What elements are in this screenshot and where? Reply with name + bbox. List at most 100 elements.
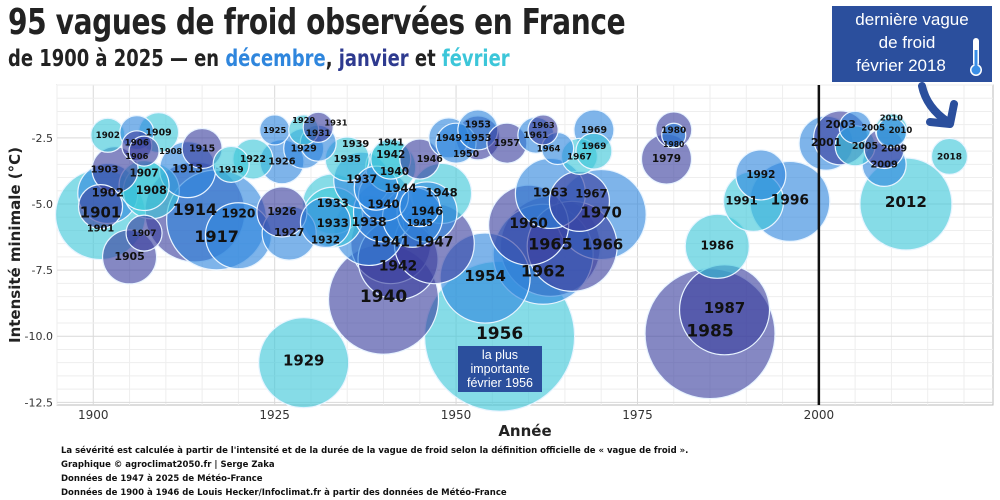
bubble-label: 1945 [407, 218, 433, 229]
annotation-line: février 2018 [856, 56, 946, 75]
annotation-latest: dernière vague de froid février 2018 [832, 6, 992, 82]
bubble-label: 1950 [453, 149, 480, 160]
bubble-label: 1944 [384, 181, 416, 195]
bubble-1901 [77, 184, 124, 230]
bubble-label: 1927 [274, 226, 304, 239]
thermometer-icon [970, 38, 982, 76]
bubble-1932 [299, 196, 352, 249]
bubble-label: 1969 [581, 142, 606, 152]
bubble-label: 1956 [476, 324, 523, 344]
bubble-label: 1954 [464, 267, 505, 285]
bubble-1908 [128, 135, 160, 167]
bubble-label: 2009 [881, 143, 907, 154]
bubble-label: 1940 [367, 197, 399, 211]
bubble-label: 1920 [221, 207, 255, 221]
bubble-label: 1949 [436, 133, 462, 144]
bubble-label: 2010 [880, 113, 903, 123]
bubble-1946 [399, 138, 441, 180]
bubble-1992 [735, 149, 787, 201]
bubble-label: 1906 [125, 139, 149, 149]
bubble-label: 1980 [661, 126, 686, 136]
bubble-label: 1906 [125, 151, 148, 161]
bubble-label: 1940 [380, 166, 409, 178]
y-tick-label: -12.5 [25, 396, 53, 409]
bubble-label: 1967 [575, 186, 607, 200]
bubble-1980 [661, 122, 687, 148]
annotation-line: de froid [878, 33, 936, 52]
bubble-label: 1909 [146, 128, 172, 139]
bubble-label: 1931 [324, 117, 347, 127]
bubble-label: 2005 [852, 141, 878, 152]
chart-subtitle: de 1900 à 2025 — en décembre, janvier et… [8, 46, 510, 72]
bubble-label: 1946 [411, 204, 443, 218]
bubble-label: 1929 [291, 143, 317, 154]
bubble-label: 1946 [417, 154, 444, 165]
bubble-label: 1960 [509, 216, 547, 232]
x-tick-label: 1900 [78, 408, 109, 422]
bubble-label: 1919 [219, 165, 244, 175]
bubble-label: 1966 [582, 235, 623, 253]
subtitle-and: et [408, 46, 442, 72]
bubble-label: 1925 [263, 125, 286, 135]
y-tick-label: -10.0 [25, 330, 53, 343]
bubble-label: 1941 [378, 138, 404, 149]
annotation-line: la plus [481, 348, 519, 362]
bubble-label: 1914 [173, 200, 218, 219]
annotation-line: février 1956 [466, 376, 533, 390]
y-tick-label: -2.5 [32, 132, 53, 145]
y-tick-label: -7.5 [32, 264, 53, 277]
bubble-1929 [258, 317, 350, 409]
bubble-label: 1926 [267, 206, 296, 218]
bubble-label: 1979 [652, 153, 681, 165]
bubble-label: 1941 [372, 235, 410, 251]
bubble-label: 1963 [533, 184, 568, 199]
bubble-label: 1964 [537, 144, 561, 154]
bubble-label: 1902 [96, 131, 120, 141]
bubble-label: 1985 [686, 322, 733, 342]
legend-fevrier: février [441, 46, 510, 72]
bubble-label: 1917 [194, 227, 239, 246]
x-tick-label: 1950 [441, 408, 472, 422]
bubble-label: 1961 [523, 131, 548, 141]
bubble-label: 1991 [725, 193, 757, 207]
note-severity: La sévérité est calculée à partir de l'i… [61, 446, 689, 456]
x-tick-label: 1925 [259, 408, 290, 422]
bubble-label: 2001 [811, 136, 841, 149]
bubble-label: 1942 [379, 259, 417, 275]
bubble-2010 [875, 117, 908, 149]
bubble-1986 [684, 213, 750, 279]
y-axis-label: Intensité minimale (°C) [6, 147, 24, 343]
bubble-label: 2018 [937, 152, 962, 162]
x-tick-label: 2000 [804, 408, 835, 422]
bubble-label: 1931 [306, 129, 331, 139]
bubble-label: 1963 [532, 120, 555, 130]
bubble-2005 [838, 110, 872, 144]
bubble-label: 1987 [704, 299, 745, 317]
bubble-1967 [548, 170, 611, 232]
bubble-label: 1992 [746, 169, 775, 181]
bubble-label: 1948 [425, 185, 457, 199]
arrow-head-icon [926, 100, 958, 128]
bubble-2018 [930, 137, 969, 176]
bubble-label: 1907 [132, 229, 157, 239]
note-source-2: Données de 1900 à 1946 de Louis Hecker/I… [61, 488, 507, 498]
bubble-1963 [527, 114, 559, 146]
bubble-label: 1926 [268, 157, 296, 168]
x-tick-label: 1975 [622, 408, 653, 422]
bubble-label: 1986 [701, 238, 735, 252]
bubble-label: 1915 [189, 143, 215, 154]
bubble-1907 [125, 214, 163, 252]
bubble-label: 1940 [360, 287, 407, 307]
subtitle-prefix: de 1900 à 2025 — en [8, 46, 226, 72]
chart-title: 95 vagues de froid observées en France [8, 2, 626, 43]
bubble-label: 2009 [870, 159, 898, 170]
bubble-label: 1929 [283, 352, 324, 370]
note-source-1: Données de 1947 à 2025 de Météo-France [61, 474, 263, 484]
bubble-label: 1933 [317, 216, 349, 230]
bubble-label: 1969 [581, 125, 607, 136]
bubble-label: 1939 [342, 139, 370, 150]
legend-janvier: janvier [338, 46, 409, 72]
bubble-label: 1907 [129, 167, 158, 179]
bubble-label: 2012 [885, 193, 927, 211]
